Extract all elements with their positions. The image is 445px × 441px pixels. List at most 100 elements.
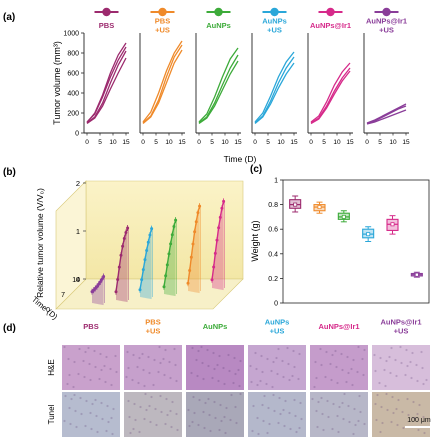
texture-dot (78, 347, 81, 351)
texture-dot (324, 375, 327, 379)
texture-dot (211, 376, 214, 380)
histology-image (310, 345, 368, 390)
texture-dot (175, 412, 178, 416)
texture-dot (293, 365, 296, 369)
data-point (217, 226, 221, 230)
texture-dot (70, 397, 73, 401)
texture-dot (361, 357, 364, 361)
x-tick-label: 0 (309, 139, 313, 146)
panel-b-series (90, 198, 226, 306)
panel-a-label: (a) (3, 12, 15, 23)
texture-dot (380, 405, 383, 409)
data-point (164, 274, 168, 278)
texture-dot (79, 396, 82, 400)
texture-dot (88, 362, 91, 366)
texture-dot (404, 373, 407, 377)
series-ribbon (164, 220, 176, 297)
texture-dot (187, 408, 190, 412)
texture-dot (277, 421, 280, 425)
texture-dot (272, 360, 275, 364)
texture-dot (159, 361, 162, 365)
texture-dot (327, 415, 330, 419)
legend-marker (270, 7, 279, 17)
texture-dot (417, 428, 420, 432)
texture-dot (299, 401, 302, 405)
mean-marker (414, 272, 419, 277)
data-point (172, 225, 176, 229)
texture-dot (397, 398, 400, 402)
texture-dot (345, 380, 348, 384)
series-line (142, 44, 183, 124)
texture-dot (234, 372, 237, 376)
texture-dot (190, 371, 193, 375)
row-label: H&E (47, 359, 56, 375)
texture-dot (422, 382, 425, 386)
texture-dot (325, 350, 328, 354)
data-point (116, 277, 120, 281)
x-tick-label: 15 (290, 139, 298, 146)
texture-dot (386, 408, 389, 412)
data-point (213, 251, 217, 255)
texture-dot (82, 359, 85, 363)
data-point (122, 236, 126, 240)
texture-dot (263, 394, 266, 398)
texture-dot (141, 352, 144, 356)
texture-dot (75, 425, 78, 429)
data-point (97, 282, 101, 286)
x-tick-label: 5 (154, 139, 158, 146)
texture-dot (149, 420, 152, 424)
texture-dot (127, 366, 130, 370)
texture-dot (127, 399, 130, 403)
texture-dot (112, 407, 115, 411)
texture-dot (281, 359, 284, 363)
row-label: Tunel (47, 404, 56, 424)
texture-dot (356, 370, 359, 374)
series-line (310, 67, 351, 124)
texture-dot (204, 401, 207, 405)
texture-dot (214, 416, 217, 420)
series-line (198, 60, 239, 125)
x-tick-label: 0 (85, 139, 89, 146)
data-point (146, 240, 150, 244)
texture-dot (109, 367, 112, 371)
x-tick-label: 5 (378, 139, 382, 146)
histology-image (124, 392, 182, 437)
texture-dot (381, 421, 384, 425)
data-point (196, 211, 200, 215)
texture-dot (395, 407, 398, 411)
data-point (212, 265, 216, 269)
x-tick-label: 10 (389, 139, 397, 146)
panel-a-y-axis: 0 200 400 600 800 1000 (63, 31, 84, 138)
texture-dot (138, 430, 141, 434)
texture-dot (168, 360, 171, 364)
data-point (148, 233, 152, 237)
texture-dot (235, 421, 238, 425)
texture-dot (331, 353, 334, 357)
texture-dot (326, 399, 329, 403)
texture-dot (278, 396, 281, 400)
texture-dot (270, 369, 273, 373)
legend-label: AuNPs@Ir1 (366, 17, 407, 26)
column-header: AuNPs (265, 318, 290, 327)
texture-dot (409, 360, 412, 364)
panel-d-row-labels: H&E Tunel (47, 359, 56, 424)
legend-marker (326, 7, 335, 17)
texture-dot (133, 402, 136, 406)
texture-dot (83, 375, 86, 379)
column-header: +US (270, 327, 285, 336)
data-point (119, 253, 123, 257)
texture-dot (239, 359, 242, 363)
texture-dot (111, 432, 114, 436)
texture-dot (125, 375, 128, 379)
texture-dot (192, 395, 195, 399)
histology-image (248, 345, 306, 390)
texture-dot (77, 372, 80, 376)
texture-dot (224, 431, 227, 435)
texture-dot (352, 432, 355, 436)
texture-dot (420, 350, 423, 354)
panel-c-ylabel: Weight (g) (250, 220, 260, 261)
texture-dot (425, 378, 428, 382)
texture-dot (94, 365, 97, 369)
texture-dot (416, 379, 419, 383)
texture-dot (89, 378, 92, 382)
